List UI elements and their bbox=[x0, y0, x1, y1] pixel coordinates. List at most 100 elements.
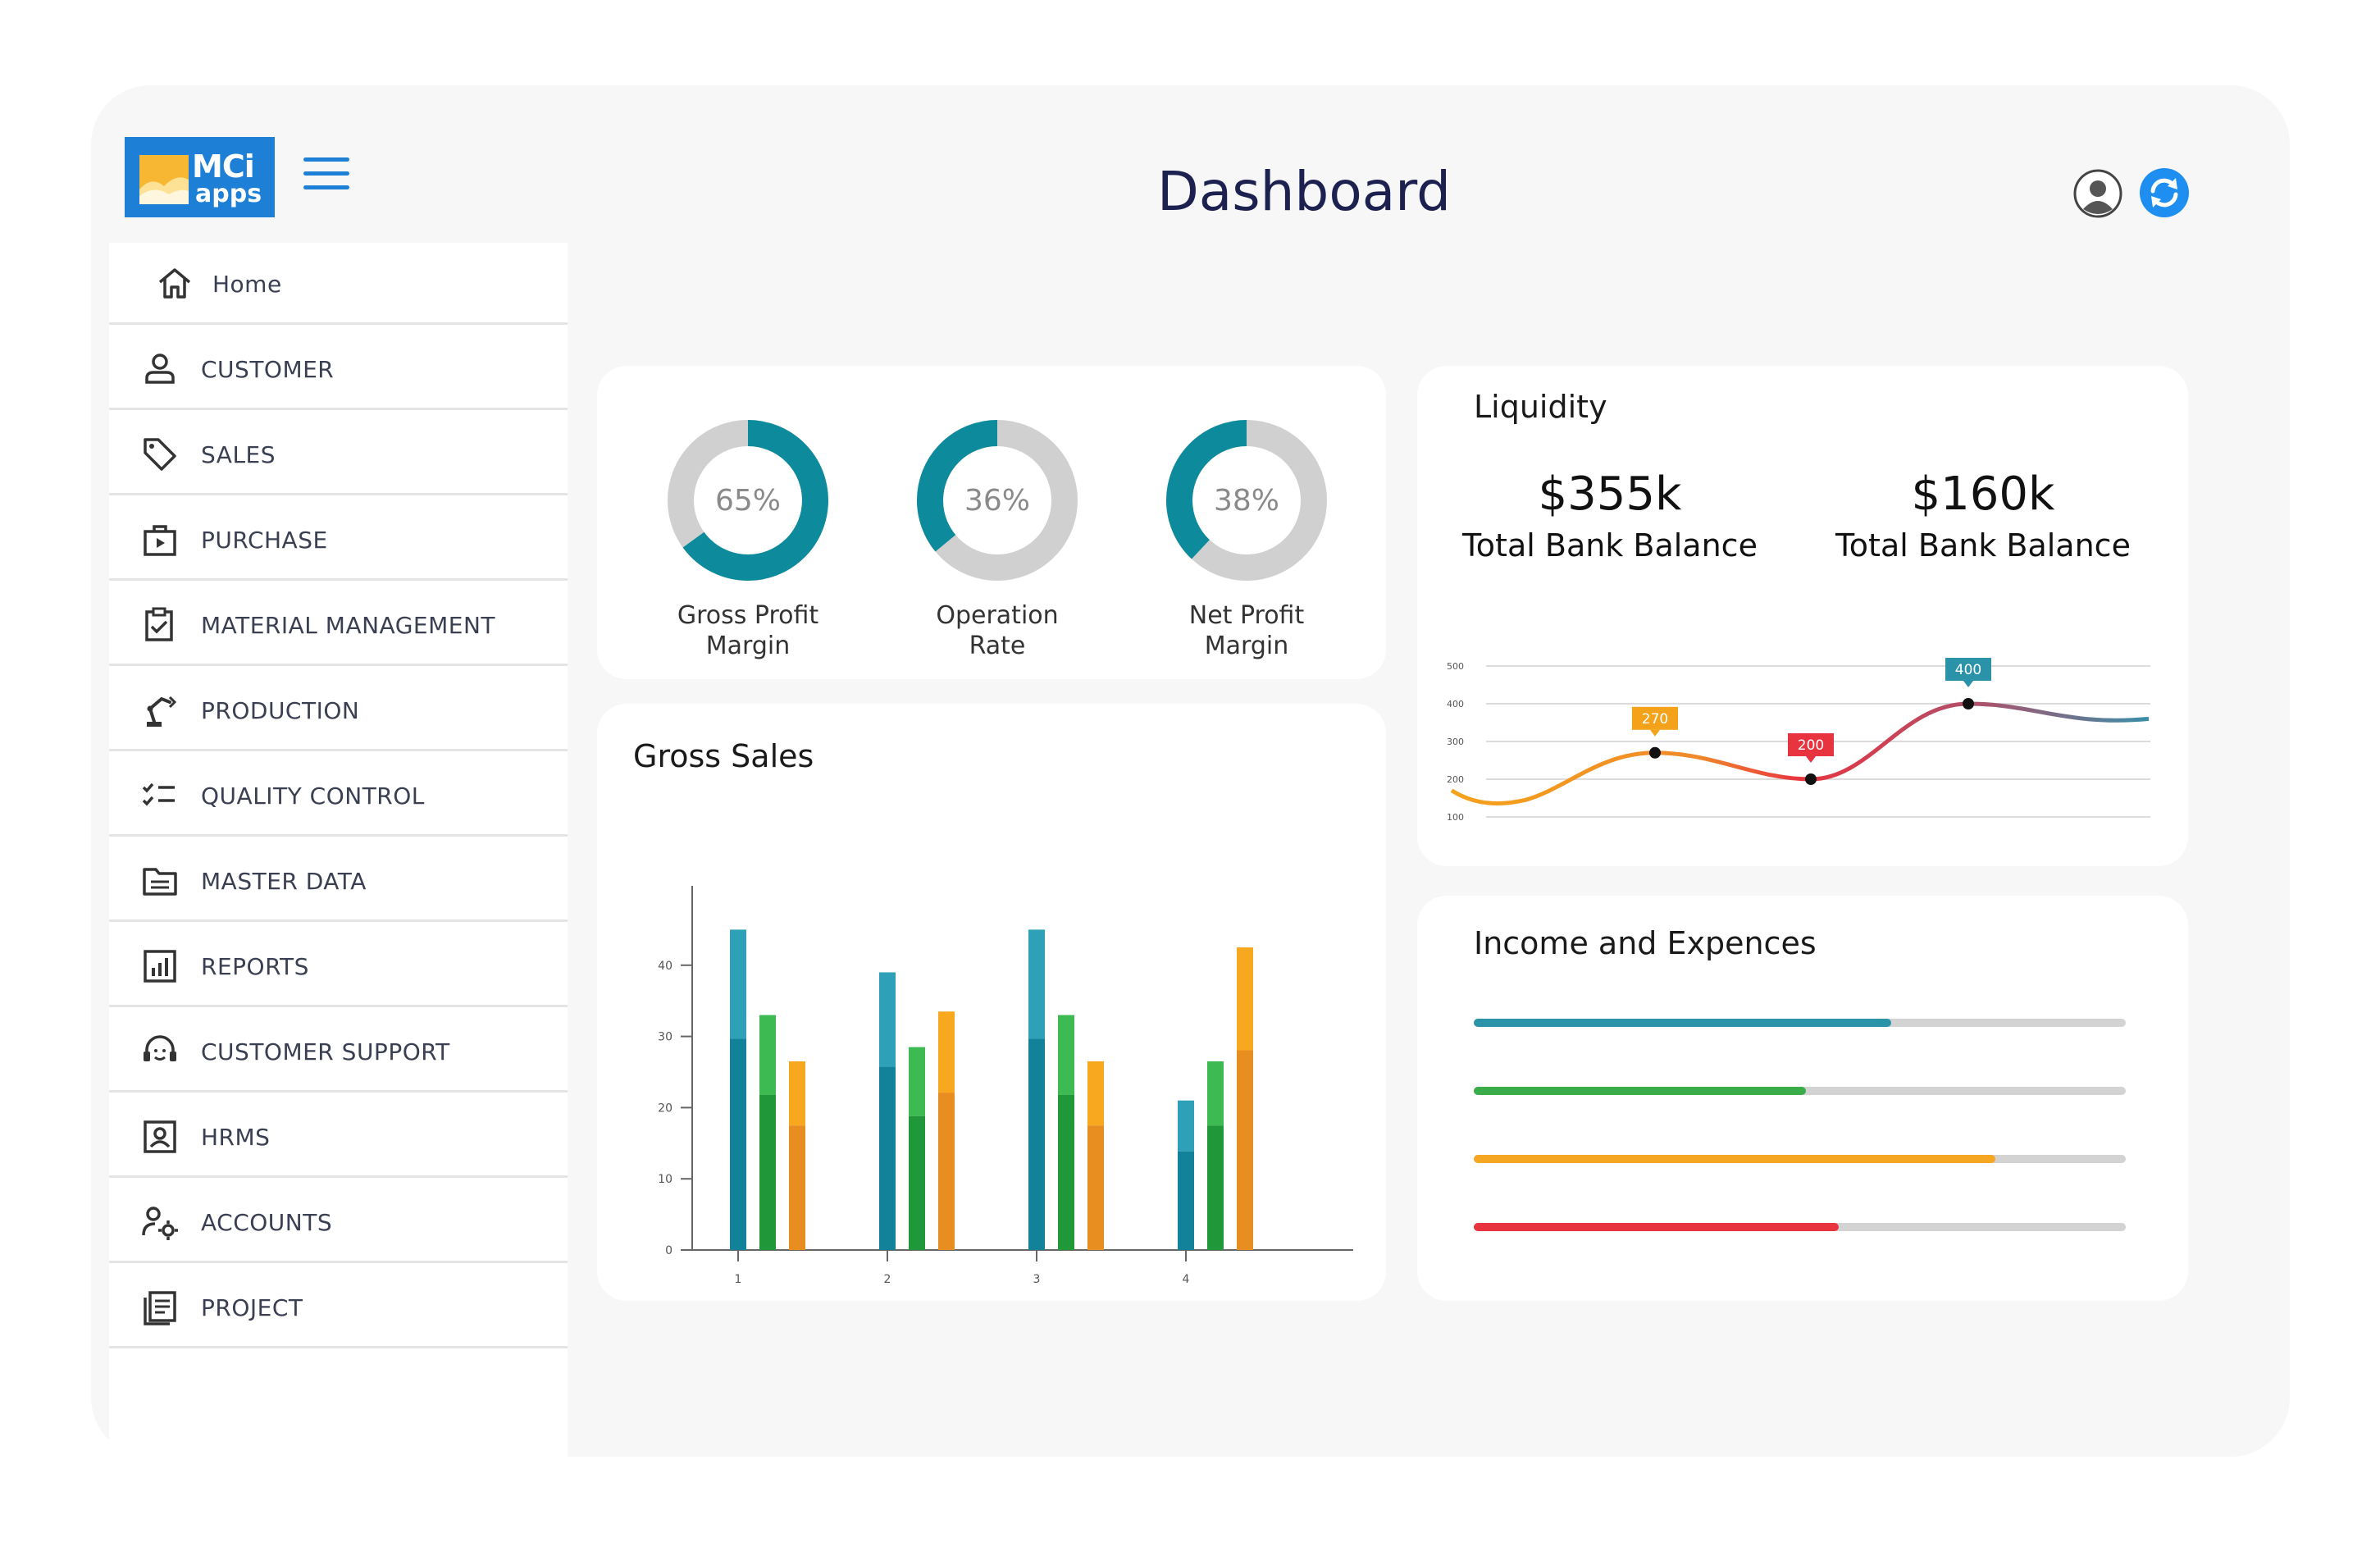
gross-sales-chart: 0 10 20 30 40 1 2 3 4 bbox=[658, 886, 1353, 1286]
sidebar-item-customer-support[interactable]: CUSTOMER SUPPORT bbox=[109, 1011, 568, 1093]
data-label-badge: 270 bbox=[1632, 706, 1678, 737]
logo-text-mci: MCi bbox=[192, 148, 255, 185]
bar-teal-upper bbox=[730, 929, 746, 1039]
sidebar-item-label: MATERIAL MANAGEMENT bbox=[201, 612, 496, 639]
bar-orange-lower bbox=[1237, 1050, 1253, 1250]
income-title: Income and Expences bbox=[1474, 925, 1817, 961]
income-bar-fill bbox=[1474, 1087, 1807, 1095]
app-logo[interactable]: MCi apps bbox=[125, 137, 275, 217]
donut-label-line: Rate bbox=[969, 632, 1026, 660]
logo-text-apps: apps bbox=[195, 180, 262, 208]
bar-teal-lower bbox=[1178, 1151, 1194, 1250]
sidebar-item-hrms[interactable]: HRMS bbox=[109, 1096, 568, 1178]
badge-box bbox=[1788, 733, 1834, 756]
sidebar-item-reports[interactable]: REPORTS bbox=[109, 925, 568, 1007]
liquidity-card bbox=[1417, 366, 2188, 866]
bar-teal-lower bbox=[1028, 1038, 1045, 1250]
person-icon bbox=[145, 354, 175, 384]
bar-orange-lower bbox=[938, 1093, 955, 1250]
balance-amount: $160k bbox=[1911, 468, 2055, 521]
hamburger-line bbox=[303, 171, 349, 176]
income-bar bbox=[1474, 1087, 2126, 1095]
home-icon bbox=[158, 268, 191, 299]
donut-label: Operation Rate bbox=[891, 600, 1104, 661]
sidebar-item-sales[interactable]: SALES bbox=[109, 413, 568, 495]
bar-green-upper bbox=[759, 1015, 776, 1095]
donut-value-text: 36% bbox=[964, 484, 1030, 518]
bar-orange-upper bbox=[938, 1011, 955, 1093]
bar-green-lower bbox=[1058, 1094, 1074, 1250]
sidebar-item-label: QUALITY CONTROL bbox=[201, 782, 425, 810]
donut-label: Gross Profit Margin bbox=[641, 600, 855, 661]
sidebar-item-label: PURCHASE bbox=[201, 527, 328, 554]
bar-teal-lower bbox=[879, 1066, 896, 1250]
kpi-operation-rate: 36% Operation Rate bbox=[907, 418, 1087, 661]
income-bar-fill bbox=[1474, 1155, 1995, 1163]
data-point bbox=[1963, 698, 1974, 709]
balance-caption: Total Bank Balance bbox=[1835, 527, 2131, 563]
bar-green-upper bbox=[1207, 1061, 1224, 1126]
badge-pointer bbox=[1806, 756, 1816, 763]
bar-orange-upper bbox=[1237, 947, 1253, 1051]
hamburger-line bbox=[303, 185, 349, 189]
income-bar bbox=[1474, 1223, 2126, 1231]
bar-green-lower bbox=[909, 1115, 925, 1250]
balance-amount: $355k bbox=[1538, 468, 1682, 521]
document-stack-icon bbox=[144, 1291, 176, 1325]
data-label: 200 bbox=[1798, 737, 1824, 754]
sidebar-item-material-management[interactable]: MATERIAL MANAGEMENT bbox=[109, 584, 568, 666]
donut-value-text: 65% bbox=[715, 484, 781, 518]
liquidity-title: Liquidity bbox=[1474, 389, 1607, 425]
bar-teal-lower bbox=[730, 1038, 746, 1250]
income-bar-fill bbox=[1474, 1223, 1840, 1231]
kpi-card bbox=[597, 366, 1386, 679]
donut-value-arc bbox=[917, 420, 1078, 581]
donut-value-arc bbox=[668, 420, 828, 581]
y-tick-label: 300 bbox=[1447, 737, 1464, 747]
sidebar-item-production[interactable]: PRODUCTION bbox=[109, 669, 568, 751]
data-label: 270 bbox=[1642, 711, 1668, 728]
donut-label-line: Operation bbox=[936, 601, 1059, 630]
bar-green-upper bbox=[1058, 1015, 1074, 1095]
donut-chart: 36% bbox=[917, 420, 1078, 581]
income-card bbox=[1417, 896, 2188, 1301]
sidebar-item-accounts[interactable]: ACCOUNTS bbox=[109, 1181, 568, 1263]
data-label-badge: 400 bbox=[1945, 658, 1991, 687]
donut-label-line: Gross Profit bbox=[677, 601, 819, 630]
sidebar-item-master-data[interactable]: MASTER DATA bbox=[109, 840, 568, 922]
donut-label-line: Net Profit bbox=[1188, 601, 1305, 630]
sidebar-item-customer[interactable]: CUSTOMER bbox=[109, 328, 568, 410]
sidebar-item-label: PRODUCTION bbox=[201, 697, 360, 724]
y-tick-label: 20 bbox=[658, 1102, 673, 1115]
sidebar-item-label: REPORTS bbox=[201, 953, 309, 980]
sidebar-item-label: ACCOUNTS bbox=[201, 1209, 333, 1236]
badge-pointer bbox=[1963, 681, 1973, 687]
menu-toggle-button[interactable] bbox=[303, 157, 349, 194]
user-account-icon[interactable] bbox=[2072, 168, 2123, 219]
data-label: 400 bbox=[1955, 662, 1981, 678]
bar-orange-upper bbox=[1087, 1061, 1104, 1126]
x-tick-label: 4 bbox=[1183, 1273, 1190, 1286]
clipboard-check-icon bbox=[145, 607, 173, 641]
sidebar-item-label: CUSTOMER SUPPORT bbox=[201, 1038, 450, 1065]
sidebar-item-home[interactable]: Home bbox=[109, 243, 568, 325]
income-bar bbox=[1474, 1019, 2126, 1027]
kpi-gross-profit: 65% Gross Profit Margin bbox=[658, 418, 838, 661]
refresh-icon[interactable] bbox=[2138, 167, 2191, 219]
kpi-net-profit: 38% Net Profit Margin bbox=[1156, 418, 1337, 661]
y-tick-label: 0 bbox=[665, 1244, 673, 1257]
sidebar-item-label: CUSTOMER bbox=[201, 356, 335, 383]
sidebar-item-label: HRMS bbox=[201, 1124, 271, 1151]
x-tick-label: 2 bbox=[884, 1273, 891, 1286]
y-tick-label: 10 bbox=[658, 1173, 673, 1186]
y-tick-label: 30 bbox=[658, 1031, 673, 1044]
bar-green-lower bbox=[759, 1094, 776, 1250]
y-tick-label: 200 bbox=[1447, 774, 1464, 785]
sidebar-item-quality-control[interactable]: QUALITY CONTROL bbox=[109, 755, 568, 837]
sidebar-item-project[interactable]: PROJECT bbox=[109, 1266, 568, 1348]
headset-icon bbox=[144, 1035, 176, 1061]
badge-box bbox=[1632, 706, 1678, 730]
sidebar-item-purchase[interactable]: PURCHASE bbox=[109, 499, 568, 581]
hamburger-line bbox=[303, 157, 349, 162]
badge-pointer bbox=[1650, 729, 1660, 737]
